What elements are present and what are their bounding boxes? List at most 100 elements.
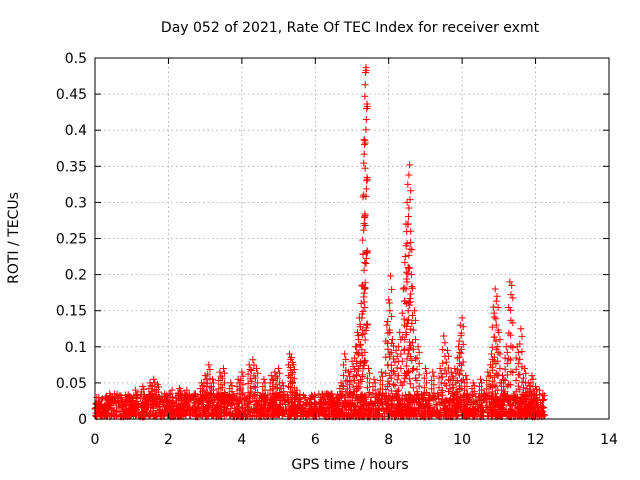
data-point [420,374,428,382]
data-point [384,345,392,353]
data-point [254,389,262,397]
baseline-point [267,396,275,404]
baseline-point [198,394,206,402]
data-point [415,360,423,368]
data-point [435,374,443,382]
y-tick-label: 0.3 [65,195,87,211]
data-point [363,103,371,111]
baseline-point [159,412,167,420]
data-point [407,238,415,246]
data-point [475,390,483,398]
baseline-point [146,412,154,420]
data-point [361,81,369,89]
baseline-point [289,395,297,403]
data-point [490,373,498,381]
baseline-point [459,410,467,418]
baseline-point [319,409,327,417]
data-point [405,368,413,376]
data-point [349,383,357,391]
x-axis-label: GPS time / hours [291,457,408,473]
data-point [516,386,524,394]
baseline-point [412,406,420,414]
baseline-point [222,393,230,401]
data-point [446,385,454,393]
data-point [254,369,262,377]
data-point [406,325,414,333]
data-point [385,380,393,388]
baseline-point [412,395,420,403]
data-point [402,362,410,370]
data-point [288,389,296,397]
data-point [385,299,393,307]
data-point [469,379,477,387]
baseline-point [374,396,382,404]
baseline-point [395,400,403,408]
baseline-point [356,408,364,416]
data-point [446,376,454,384]
baseline-point [228,399,236,407]
baseline-point [244,412,252,420]
baseline-point [517,394,525,402]
baseline-point [491,409,499,417]
data-point [430,389,438,397]
data-point [387,272,395,280]
baseline-point [340,393,348,401]
data-point [505,355,513,363]
baseline-point [201,405,209,413]
baseline-point [185,396,193,404]
data-point [206,365,214,373]
data-point [352,357,360,365]
data-point [400,378,408,386]
data-point [445,376,453,384]
data-point [239,381,247,389]
data-point [270,385,278,393]
baseline-point [494,403,502,411]
baseline-point [168,408,176,416]
baseline-point [347,403,355,411]
data-point [95,401,103,409]
data-point [398,381,406,389]
data-point [421,364,429,372]
data-point [405,204,413,212]
baseline-point [164,410,172,418]
data-point [361,284,369,292]
baseline-point [483,412,491,420]
data-point [459,323,467,331]
data-point [406,352,414,360]
data-point [397,350,405,358]
data-point [288,370,296,378]
data-point [392,346,400,354]
data-point [290,365,298,373]
data-point [366,389,374,397]
data-point [340,383,348,391]
baseline-point [148,401,156,409]
data-point [288,379,296,387]
baseline-point [168,399,176,407]
data-point [405,251,413,259]
data-point [275,364,283,372]
data-point [233,383,241,391]
data-point [351,376,359,384]
data-point [406,264,414,272]
data-point [408,320,416,328]
data-point [405,316,413,324]
data-point [507,291,515,299]
data-point [407,187,415,195]
data-point [259,390,267,398]
data-point [244,370,252,378]
baseline-point [526,403,534,411]
data-point [177,391,185,399]
baseline-point [347,400,355,408]
data-point [430,381,438,389]
data-point [457,349,465,357]
data-point [273,374,281,382]
baseline-point [257,397,265,405]
baseline-point [510,409,518,417]
data-point [376,376,384,384]
data-point [106,390,114,398]
data-point [401,253,409,261]
baseline-point [464,411,472,419]
baseline-point [390,397,398,405]
data-point [406,375,414,383]
baseline-point [384,398,392,406]
